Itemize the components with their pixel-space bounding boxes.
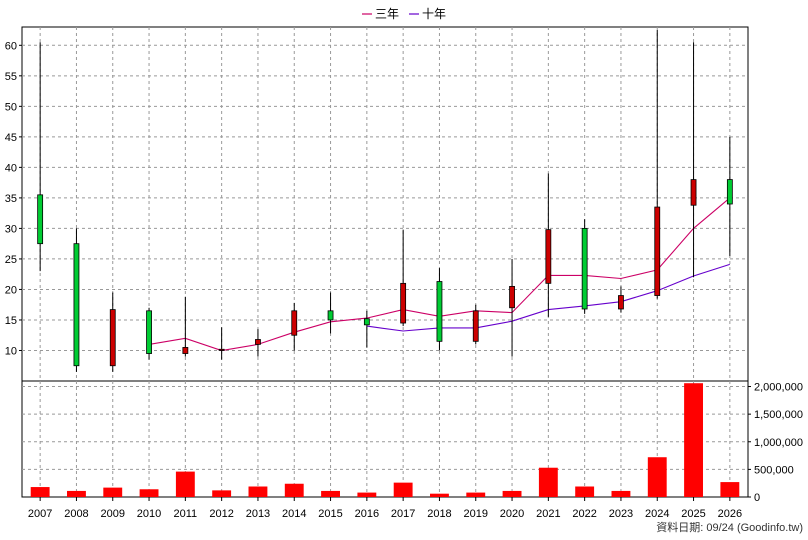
year-tick-label: 2009 — [101, 508, 125, 520]
year-tick-label: 2025 — [681, 508, 705, 520]
price-tick-label: 15 — [5, 315, 17, 327]
year-axis: 2007 2008 2009 2010 2011 2012 2013 2014 2015 2016… — [28, 497, 742, 520]
volume-tick-label: 2,000,000 — [754, 382, 803, 394]
year-tick-label: 2018 — [427, 508, 451, 520]
volume-bar — [720, 482, 740, 497]
price-tick-label: 60 — [5, 40, 17, 52]
volume-bar — [684, 383, 703, 497]
volume-bars — [30, 383, 740, 497]
legend-label: 十年 — [422, 7, 446, 21]
volume-bar — [357, 492, 377, 497]
legend: 三年 十年 — [362, 7, 446, 21]
candle-body — [545, 229, 552, 284]
volume-grid — [21, 380, 749, 498]
candle-body — [618, 295, 624, 310]
year-tick-label: 2020 — [500, 508, 524, 520]
candle-body — [654, 206, 661, 296]
price-grid — [21, 26, 749, 382]
legend-label: 三年 — [375, 7, 399, 21]
volume-tick-label: 500,000 — [754, 464, 794, 476]
year-tick-label: 2026 — [718, 508, 742, 520]
year-tick-label: 2022 — [572, 508, 596, 520]
volume-bar — [30, 487, 50, 497]
candle-body — [472, 310, 479, 342]
year-tick-label: 2013 — [246, 508, 270, 520]
candle-body — [363, 318, 370, 326]
volume-bar — [466, 492, 486, 497]
volume-bar — [139, 489, 159, 497]
price-tick-label: 55 — [5, 71, 17, 83]
candle-body — [436, 281, 443, 342]
volume-bar — [284, 483, 304, 497]
price-tick-label: 50 — [5, 101, 17, 113]
price-tick-label: 25 — [5, 254, 17, 266]
price-axis: 10 15 20 25 30 35 40 45 50 55 60 — [5, 40, 22, 357]
volume-bar — [212, 490, 232, 497]
volume-bar — [430, 493, 449, 497]
year-tick-label: 2008 — [64, 508, 88, 520]
candlesticks — [37, 30, 733, 372]
candle-body — [291, 310, 298, 336]
candle-body — [327, 310, 334, 321]
price-tick-label: 45 — [5, 132, 17, 144]
volume-bar — [393, 482, 413, 497]
volume-bar — [321, 490, 340, 497]
year-tick-label: 2017 — [391, 508, 415, 520]
volume-bar — [175, 471, 195, 497]
candle-body — [146, 310, 152, 354]
volume-bar — [103, 487, 123, 497]
candle-body — [182, 347, 189, 354]
price-tick-label: 20 — [5, 284, 17, 296]
candle-body — [690, 179, 697, 206]
year-tick-label: 2011 — [174, 508, 198, 520]
volume-bar — [538, 467, 558, 497]
year-tick-label: 2014 — [282, 508, 306, 520]
year-tick-label: 2023 — [609, 508, 633, 520]
volume-axis: 0 500,000 1,000,000 1,500,000 2,000,000 — [748, 382, 803, 504]
volume-tick-label: 1,000,000 — [754, 437, 803, 449]
volume-frame — [21, 380, 749, 498]
price-frame — [21, 26, 749, 382]
price-tick-label: 10 — [5, 345, 17, 357]
volume-bar — [248, 486, 268, 497]
volume-bar — [647, 457, 667, 497]
year-tick-label: 2015 — [318, 508, 342, 520]
year-tick-label: 2012 — [209, 508, 233, 520]
volume-bar — [575, 486, 595, 497]
candle-body — [109, 309, 116, 367]
year-tick-label: 2007 — [28, 508, 52, 520]
year-tick-label: 2021 — [536, 508, 560, 520]
price-tick-label: 35 — [5, 193, 17, 205]
candle-body — [73, 243, 80, 367]
candle-body — [400, 282, 407, 324]
price-tick-label: 40 — [5, 162, 17, 174]
year-tick-label: 2010 — [137, 508, 161, 520]
candle-body — [726, 179, 733, 205]
volume-bar — [502, 490, 522, 497]
candle-body — [255, 339, 261, 345]
candle-body — [37, 194, 44, 245]
year-tick-label: 2024 — [645, 508, 669, 520]
volume-tick-label: 0 — [754, 492, 760, 504]
volume-bar — [67, 490, 86, 497]
price-tick-label: 30 — [5, 223, 17, 235]
volume-bar — [611, 490, 631, 497]
candle-body — [581, 228, 588, 310]
volume-tick-label: 1,500,000 — [754, 409, 803, 421]
year-tick-label: 2016 — [355, 508, 379, 520]
candle-body — [509, 285, 515, 309]
data-date-footer: 資料日期: 09/24 (Goodinfo.tw) — [656, 520, 803, 534]
year-tick-label: 2019 — [464, 508, 488, 520]
candle-body — [218, 348, 225, 351]
